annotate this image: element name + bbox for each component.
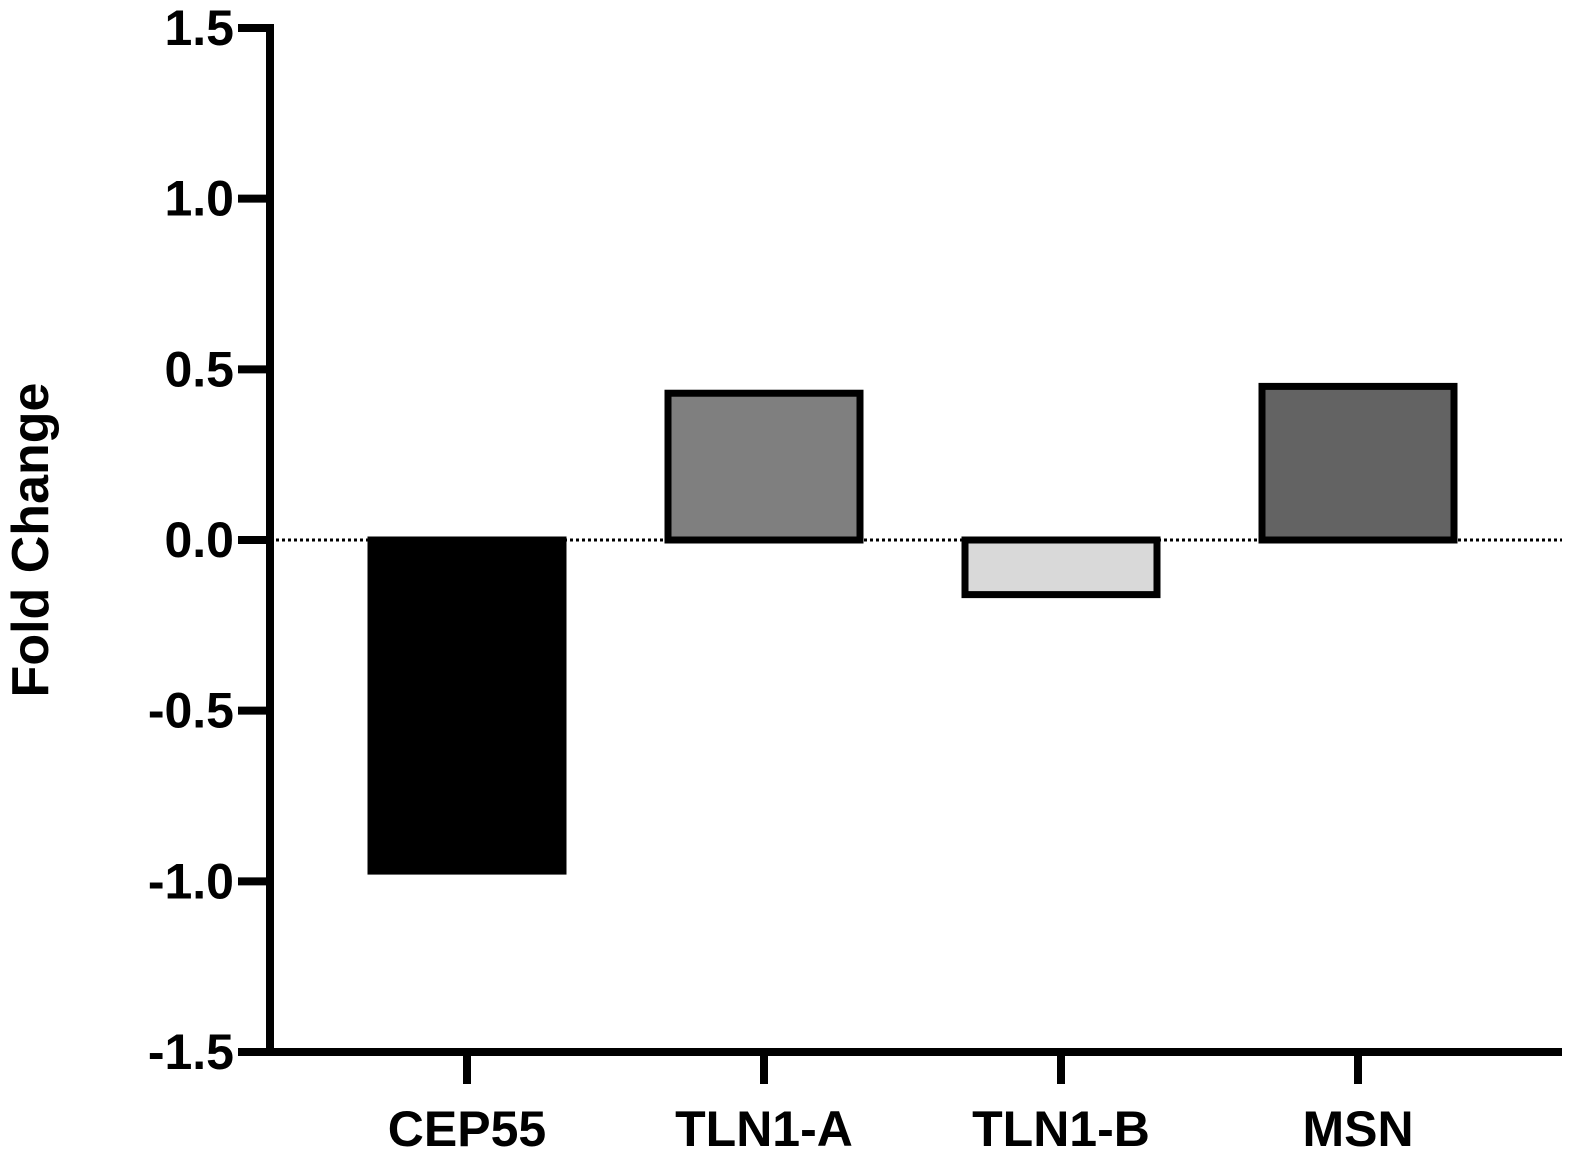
bar-tln1-a [664, 389, 864, 544]
x-tick-label-tln1-a: TLN1-A [675, 1101, 853, 1156]
bars-layer [367, 382, 1458, 875]
y-axis-title: Fold Change [2, 383, 60, 698]
x-tick-label-tln1-b: TLN1-B [972, 1101, 1150, 1156]
y-tick-label: 0.5 [164, 341, 234, 397]
y-tick-label: 0.0 [164, 512, 234, 568]
y-tick-label: -0.5 [148, 683, 234, 739]
y-tick-label: -1.0 [148, 853, 234, 909]
x-tick-label-msn: MSN [1302, 1101, 1413, 1156]
x-ticks: CEP55 TLN1-A TLN1-B MSN [388, 1052, 1414, 1156]
bar-msn [1258, 382, 1458, 544]
y-ticks: 1.5 1.0 0.5 0.0 -0.5 -1.0 -1.5 [148, 0, 270, 1080]
bar-cep55 [367, 536, 567, 875]
y-tick-label: 1.0 [164, 171, 234, 227]
y-tick-label: 1.5 [164, 0, 234, 56]
y-tick-label: -1.5 [148, 1024, 234, 1080]
bar-tln1-b [961, 536, 1161, 599]
x-tick-label-cep55: CEP55 [388, 1101, 546, 1156]
